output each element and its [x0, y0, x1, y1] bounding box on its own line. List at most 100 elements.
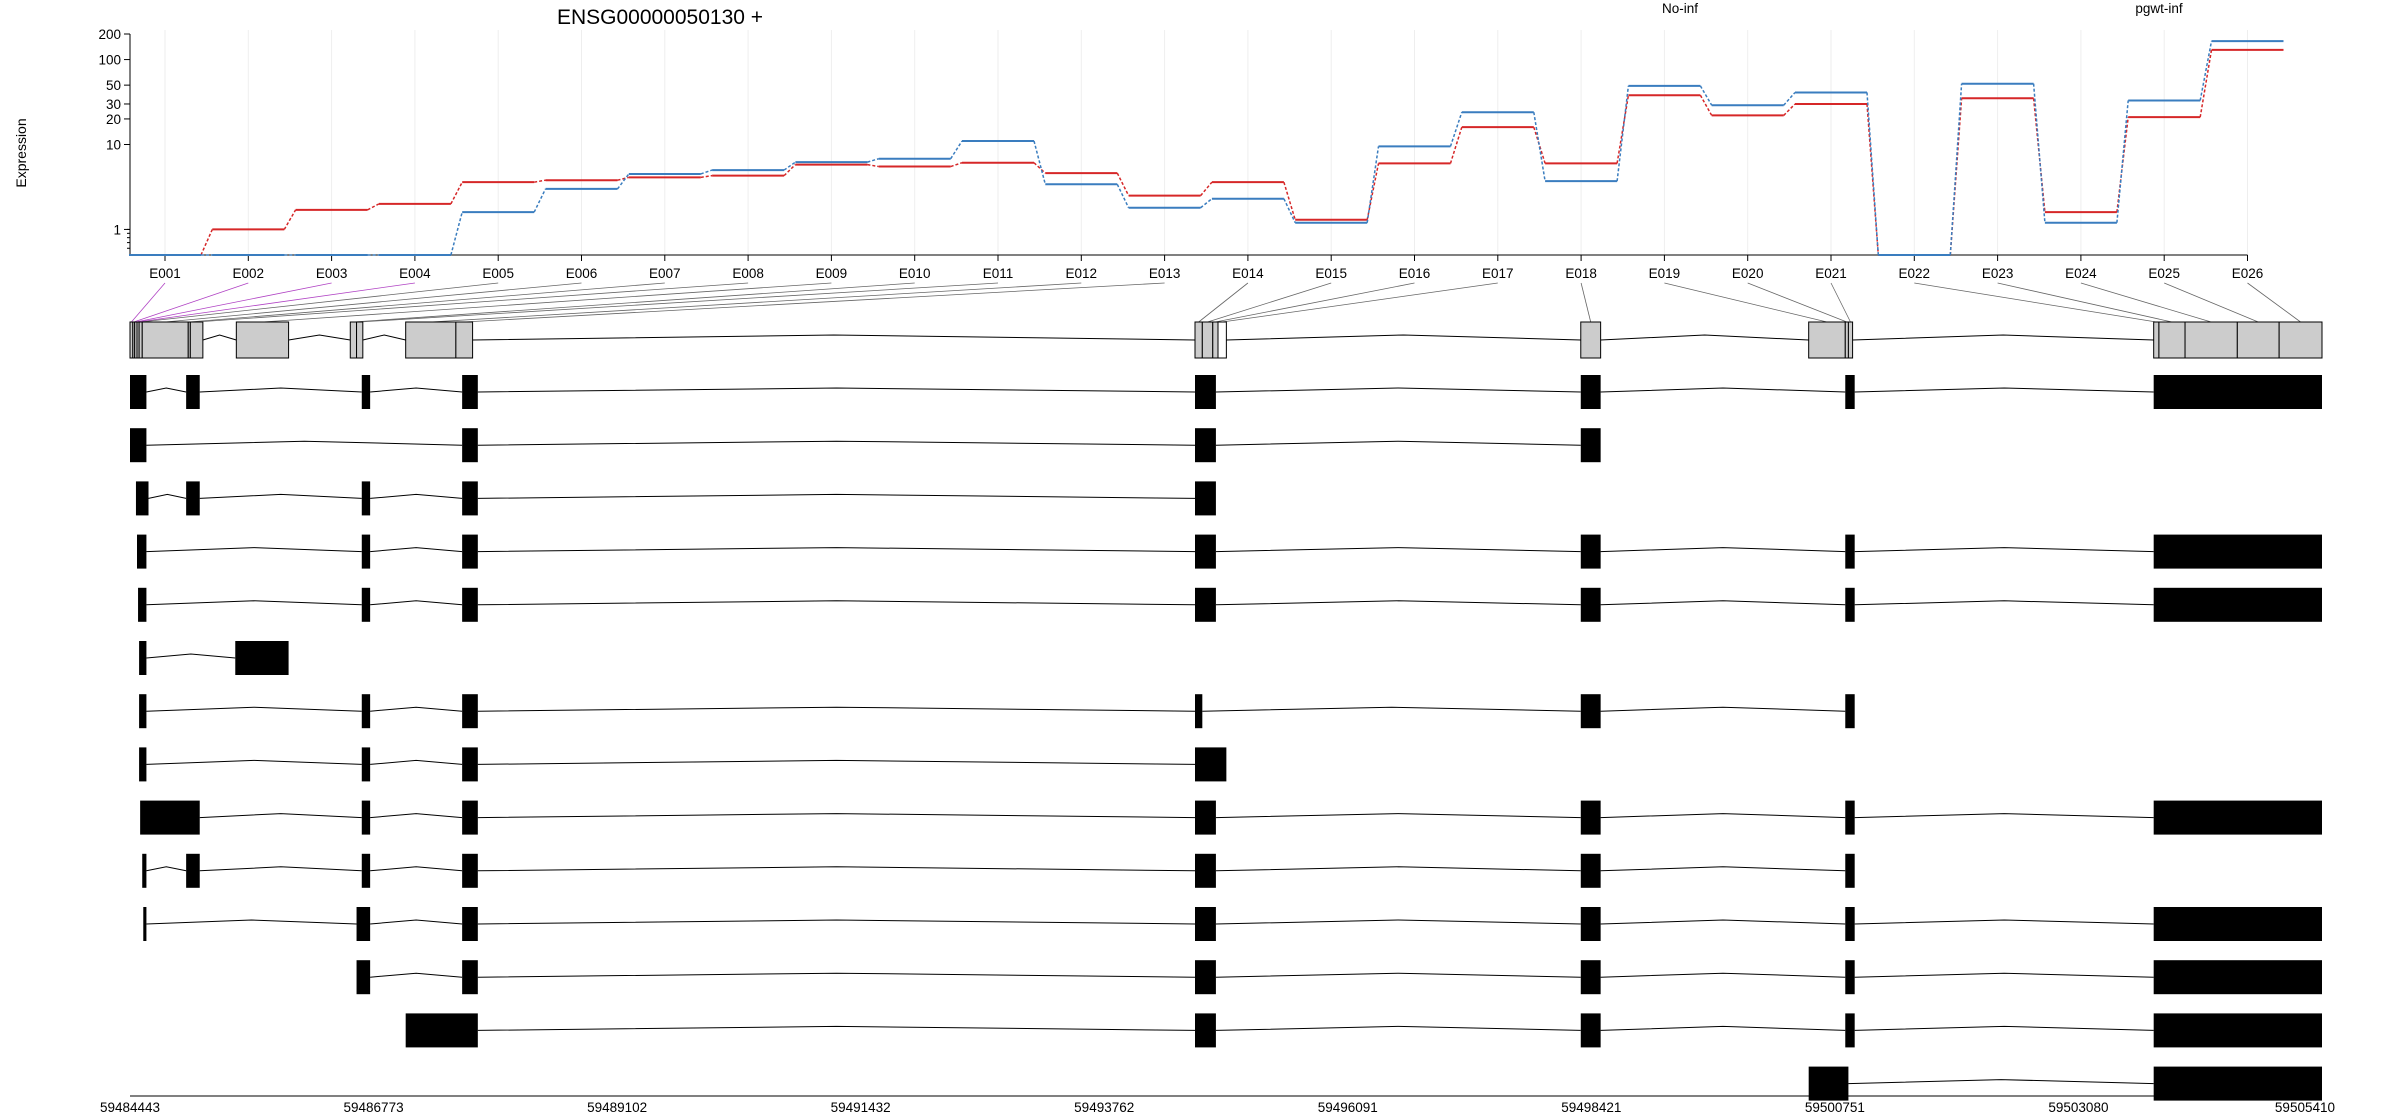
transcript-intron — [146, 547, 362, 553]
gene-model-exon-e026 — [2278, 321, 2323, 359]
transcript-exon — [1845, 907, 1855, 941]
genomic-tick-label: 59496091 — [1318, 1100, 1378, 1115]
genomic-tick-label: 59486773 — [344, 1100, 404, 1115]
transcript-tracks — [130, 375, 2322, 1101]
chart-title: ENSG00000050130 + — [557, 6, 763, 29]
gene-model-exon-e016 — [1212, 321, 1219, 359]
transcript-intron — [477, 440, 1196, 446]
exon-connector — [131, 282, 166, 323]
genomic-axis: 59484443 59486773 59489102 59491432 59493762… — [100, 1095, 2335, 1115]
transcript-exon — [186, 853, 200, 888]
transcript-exon — [139, 641, 147, 675]
exon-connector — [2247, 282, 2301, 323]
transcript-intron — [477, 972, 1196, 978]
y-tick-label: 200 — [98, 27, 121, 42]
transcript-intron — [477, 919, 1196, 925]
exon-connector — [1997, 282, 2173, 323]
transcript-intron — [477, 759, 1196, 765]
transcript-intron — [1215, 813, 1581, 819]
series-connector — [1449, 111, 1463, 147]
exon-connector — [1747, 282, 1847, 323]
transcript-intron — [1215, 972, 1581, 978]
transcript-intron — [1215, 387, 1581, 393]
transcript-exon — [361, 587, 371, 622]
gene-model-intron — [202, 334, 237, 341]
transcript-exon — [462, 534, 478, 569]
exon-connector — [359, 282, 999, 323]
gene-model-exon-e011 — [356, 321, 364, 359]
transcript-intron — [199, 493, 362, 499]
series-connector — [1033, 140, 1047, 185]
genomic-tick-label: 59489102 — [587, 1100, 647, 1115]
series-connector — [950, 140, 963, 160]
transcript-intron — [370, 919, 463, 925]
gene-model-exon-e014 — [1194, 321, 1203, 359]
transcript-exon — [356, 960, 371, 995]
transcript-exon — [1845, 587, 1855, 622]
exon-connector — [1207, 282, 1332, 323]
exon-connector — [140, 282, 499, 323]
transcript-exon — [361, 747, 371, 782]
transcript-intron — [477, 600, 1196, 606]
series-connector — [1366, 146, 1380, 223]
x-tick-label-e014: E014 — [1232, 266, 1264, 281]
series-connector — [2116, 117, 2129, 213]
gene-model-intron — [472, 334, 1196, 341]
transcript-intron — [477, 706, 1196, 712]
series-connector — [2199, 49, 2213, 118]
series-connector — [450, 181, 463, 205]
series-connector — [1866, 92, 1880, 256]
transcript-exon — [462, 694, 478, 729]
exon-connector — [189, 282, 665, 323]
series-connector — [534, 179, 546, 183]
transcript-intron — [370, 972, 463, 978]
transcript-row — [130, 428, 1601, 463]
series-connector — [867, 163, 879, 168]
transcript-row — [356, 960, 2322, 995]
x-tick-label-e022: E022 — [1899, 266, 1931, 281]
transcript-intron — [146, 600, 362, 606]
series-connector — [616, 173, 630, 190]
gene-model-exon-e009 — [235, 321, 290, 359]
transcript-exon — [1580, 375, 1601, 409]
x-tick-label-e026: E026 — [2232, 266, 2264, 281]
transcript-exon — [235, 641, 289, 675]
transcript-intron — [1215, 600, 1581, 606]
transcript-intron — [146, 387, 187, 393]
transcript-intron — [477, 493, 1196, 499]
exon-connector — [135, 282, 332, 323]
gene-model-exon-e017 — [1217, 321, 1227, 359]
transcript-intron — [146, 706, 362, 712]
x-tick-label-e021: E021 — [1815, 266, 1847, 281]
transcript-exon — [1195, 800, 1216, 835]
transcript-exon — [139, 694, 147, 729]
transcript-exon — [1195, 428, 1216, 463]
transcript-exon — [1195, 1013, 1216, 1048]
x-tick-label-e004: E004 — [399, 266, 431, 281]
transcript-exon — [361, 534, 371, 569]
transcript-intron — [146, 759, 362, 765]
transcript-intron — [1854, 387, 2154, 393]
transcript-exon — [1580, 853, 1601, 888]
exon-connector — [137, 282, 415, 323]
transcript-exon — [140, 800, 200, 835]
transcript-exon — [361, 853, 371, 888]
transcript-exon — [462, 481, 478, 516]
series-connector — [783, 161, 796, 171]
series-connector — [1200, 181, 1213, 197]
gene-model-intron — [1600, 334, 1809, 341]
exon-connector — [1215, 282, 1415, 323]
transcript-intron — [146, 919, 357, 925]
exon-connector — [353, 282, 915, 323]
transcript-exon — [2153, 587, 2322, 622]
gene-model-exon-e021 — [1847, 321, 1854, 359]
series-connector — [1200, 198, 1213, 209]
exon-connectors — [131, 282, 2301, 323]
series-pgwt-inf — [129, 40, 2284, 256]
gene-model-exon-e019 — [1808, 321, 1846, 359]
gene-model-exon-e010 — [349, 321, 358, 359]
x-tick-label-e020: E020 — [1732, 266, 1764, 281]
transcript-exon — [130, 375, 147, 409]
transcript-exon — [361, 481, 371, 516]
transcript-intron — [1854, 972, 2154, 978]
